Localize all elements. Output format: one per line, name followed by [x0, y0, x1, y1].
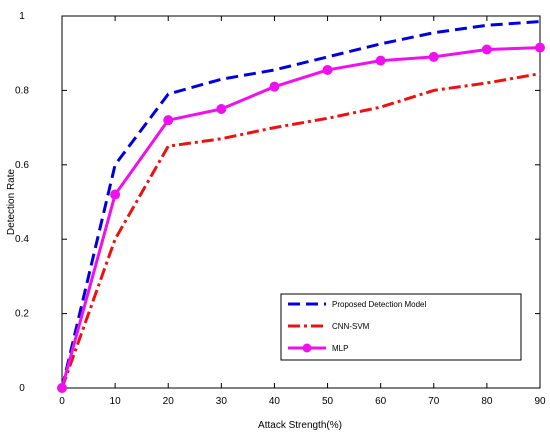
x-axis: 0 10 20 30 40 50 60 70 80 90 [59, 16, 546, 407]
x-tick-label: 30 [216, 396, 228, 407]
x-tick-label: 20 [163, 396, 175, 407]
data-point-mlp [216, 104, 227, 114]
legend-marker-mlp [302, 343, 312, 353]
x-tick-label: 60 [375, 396, 387, 407]
series-layer [57, 20, 545, 393]
data-point-mlp [322, 64, 333, 75]
y-tick-label: 0.8 [15, 85, 29, 96]
series-line-proposed-detection-model [60, 20, 541, 389]
data-point-mlp [535, 42, 545, 53]
series-line-mlp [60, 46, 541, 389]
x-tick-label: 0 [59, 396, 65, 407]
legend-label-mlp: MLP [332, 344, 348, 353]
y-tick-label: 0.4 [15, 234, 29, 245]
data-point-mlp [428, 51, 439, 62]
series-line-cnn-svm [60, 72, 541, 389]
y-tick-label: 0.6 [15, 160, 29, 171]
data-point-mlp [269, 81, 280, 92]
data-point-mlp [163, 115, 174, 126]
x-tick-label: 90 [534, 396, 546, 407]
x-tick-label: 80 [481, 396, 493, 407]
data-point-mlp [375, 55, 386, 66]
x-tick-label: 70 [428, 396, 440, 407]
y-tick-label: 1 [19, 11, 25, 22]
legend: Proposed Detection Model CNN-SVM MLP [280, 293, 522, 361]
x-tick-label: 10 [110, 396, 122, 407]
y-tick-label: 0 [19, 383, 25, 394]
y-tick-label: 0.2 [15, 309, 29, 320]
data-point-mlp [110, 189, 121, 200]
legend-label-cnn-svm: CNN-SVM [332, 322, 370, 331]
y-axis-title: Detection Rate [6, 168, 17, 235]
data-point-mlp [57, 383, 67, 393]
legend-label-proposed-detection-model: Proposed Detection Model [332, 300, 427, 309]
x-axis-title: Attack Strength(%) [258, 420, 342, 431]
x-tick-label: 50 [322, 396, 334, 407]
data-point-mlp [481, 44, 492, 55]
x-tick-label: 40 [269, 396, 281, 407]
